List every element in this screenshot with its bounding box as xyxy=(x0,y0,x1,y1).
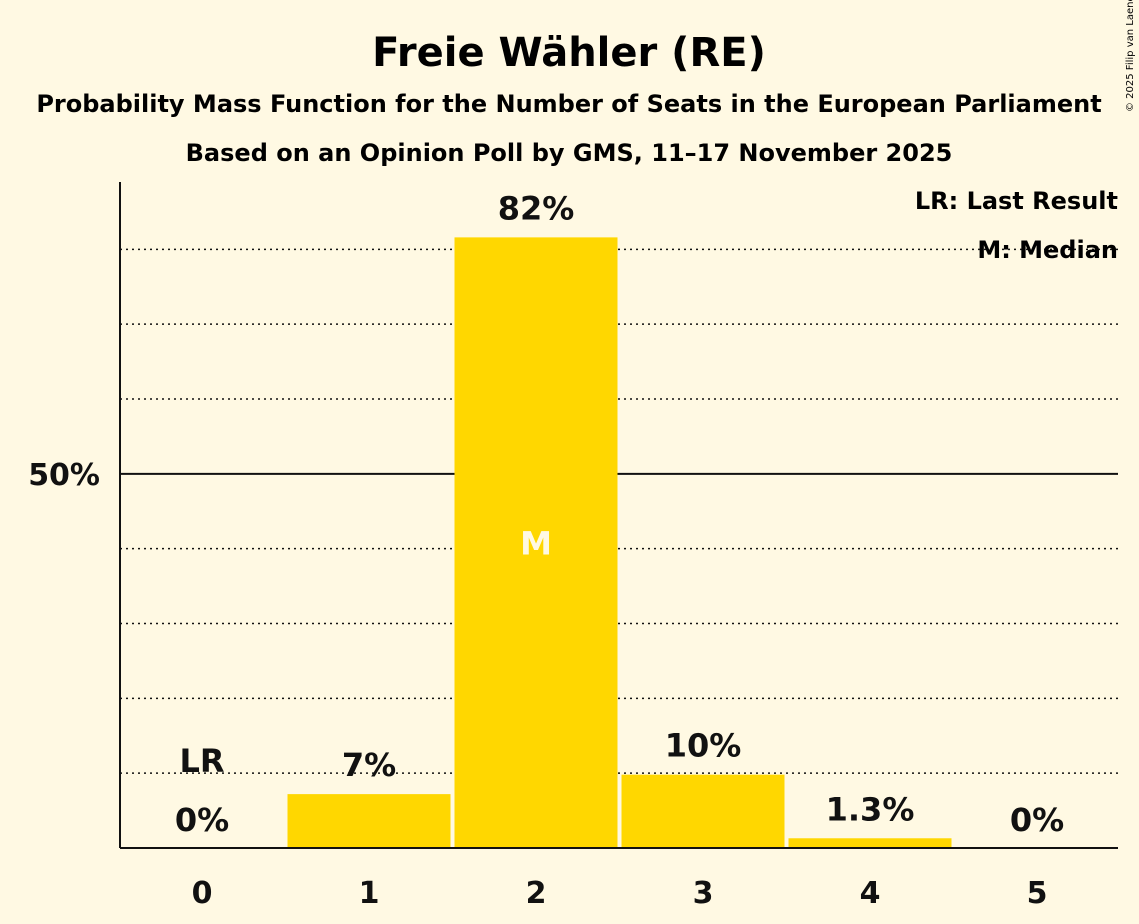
bars xyxy=(287,237,952,849)
data-label: 0% xyxy=(1010,801,1064,839)
median-marker: M xyxy=(520,525,552,563)
labels: 50%0 1 2 3 4 50%7%82%10%1.3% 0%LRM xyxy=(28,189,1064,911)
copyright-text: © 2025 Filip van Laenen xyxy=(1125,0,1136,112)
gridlines xyxy=(120,248,1118,774)
bar xyxy=(788,838,952,848)
legend-median: M: Median xyxy=(977,236,1118,264)
x-tick-label: 3 xyxy=(693,876,714,911)
x-tick-label: 1 xyxy=(359,876,380,911)
x-tick-label: 0 xyxy=(192,876,213,911)
data-label: 7% xyxy=(342,746,396,784)
chart-subtitle: Probability Mass Function for the Number… xyxy=(36,90,1101,118)
legend-last-result: LR: Last Result xyxy=(915,187,1118,215)
last-result-marker: LR xyxy=(179,742,224,780)
x-tick-label: 5 xyxy=(1027,876,1048,911)
axes xyxy=(119,182,1118,849)
chart-subtitle-source: Based on an Opinion Poll by GMS, 11–17 N… xyxy=(186,139,953,167)
data-label: 82% xyxy=(498,189,575,227)
bar xyxy=(621,774,785,848)
data-label: 0% xyxy=(175,801,229,839)
y-tick-label: 50% xyxy=(28,458,100,493)
x-tick-label: 4 xyxy=(860,876,881,911)
data-label: 10% xyxy=(665,727,742,765)
bar xyxy=(287,794,451,848)
bar xyxy=(454,237,618,849)
x-tick-label: 2 xyxy=(526,876,547,911)
data-label: 1.3% xyxy=(826,790,915,828)
chart-title: Freie Wähler (RE) xyxy=(372,30,766,76)
